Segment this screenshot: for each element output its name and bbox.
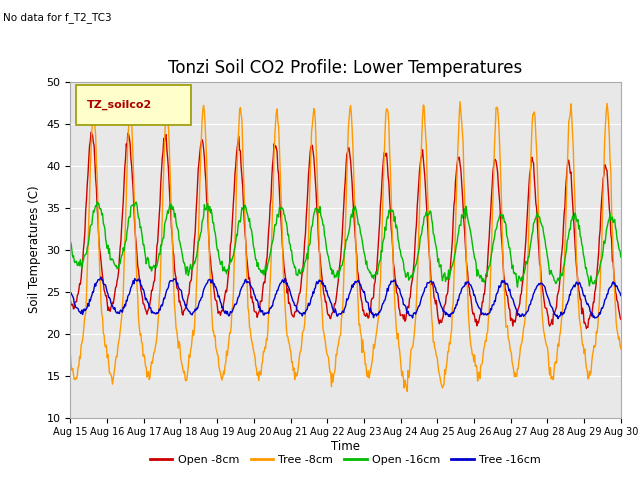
Tree -16cm <box>413 307 421 313</box>
Tree -16cm <box>97 274 105 280</box>
Open -8cm <box>582 325 590 331</box>
Open -16cm <box>413 256 421 262</box>
Tree -8cm <box>218 377 226 383</box>
Open -16cm <box>429 231 437 237</box>
Tree -16cm <box>429 279 437 285</box>
Tree -16cm <box>554 316 562 322</box>
Tree -8cm <box>67 351 74 357</box>
Legend: Open -8cm, Tree -8cm, Open -16cm, Tree -16cm: Open -8cm, Tree -8cm, Open -16cm, Tree -… <box>146 451 545 469</box>
Open -16cm <box>134 210 141 216</box>
Line: Open -8cm: Open -8cm <box>70 132 621 328</box>
Tree -8cm <box>429 339 437 345</box>
Line: Tree -8cm: Tree -8cm <box>70 102 621 391</box>
Open -16cm <box>514 284 522 290</box>
Tree -16cm <box>617 293 625 299</box>
Tree -16cm <box>134 277 141 283</box>
Tree -8cm <box>617 346 625 351</box>
Open -8cm <box>67 298 74 303</box>
Text: TZ_soilco2: TZ_soilco2 <box>87 100 152 110</box>
Open -8cm <box>87 130 95 135</box>
Open -16cm <box>67 239 74 244</box>
Open -16cm <box>617 254 625 260</box>
Line: Open -16cm: Open -16cm <box>70 202 621 287</box>
Open -16cm <box>190 258 198 264</box>
Open -8cm <box>617 316 625 322</box>
FancyBboxPatch shape <box>76 85 191 125</box>
Open -8cm <box>429 285 437 291</box>
Tree -16cm <box>67 289 74 295</box>
Title: Tonzi Soil CO2 Profile: Lower Temperatures: Tonzi Soil CO2 Profile: Lower Temperatur… <box>168 59 523 77</box>
X-axis label: Time: Time <box>331 440 360 453</box>
Tree -8cm <box>413 280 421 286</box>
Open -8cm <box>77 281 84 287</box>
Tree -8cm <box>456 99 464 105</box>
Open -8cm <box>413 204 421 210</box>
Tree -8cm <box>403 388 411 394</box>
Tree -8cm <box>77 356 84 361</box>
Text: No data for f_T2_TC3: No data for f_T2_TC3 <box>3 12 112 23</box>
Open -8cm <box>134 263 141 269</box>
Y-axis label: Soil Temperatures (C): Soil Temperatures (C) <box>28 186 41 313</box>
Open -8cm <box>219 308 227 313</box>
Tree -8cm <box>133 283 141 288</box>
Open -8cm <box>190 248 198 254</box>
Line: Tree -16cm: Tree -16cm <box>70 277 621 319</box>
Tree -8cm <box>189 327 196 333</box>
Tree -16cm <box>77 309 84 315</box>
Tree -16cm <box>219 304 227 310</box>
Open -16cm <box>219 268 227 274</box>
Open -16cm <box>77 257 84 263</box>
Tree -16cm <box>190 309 198 315</box>
Open -16cm <box>93 199 101 205</box>
